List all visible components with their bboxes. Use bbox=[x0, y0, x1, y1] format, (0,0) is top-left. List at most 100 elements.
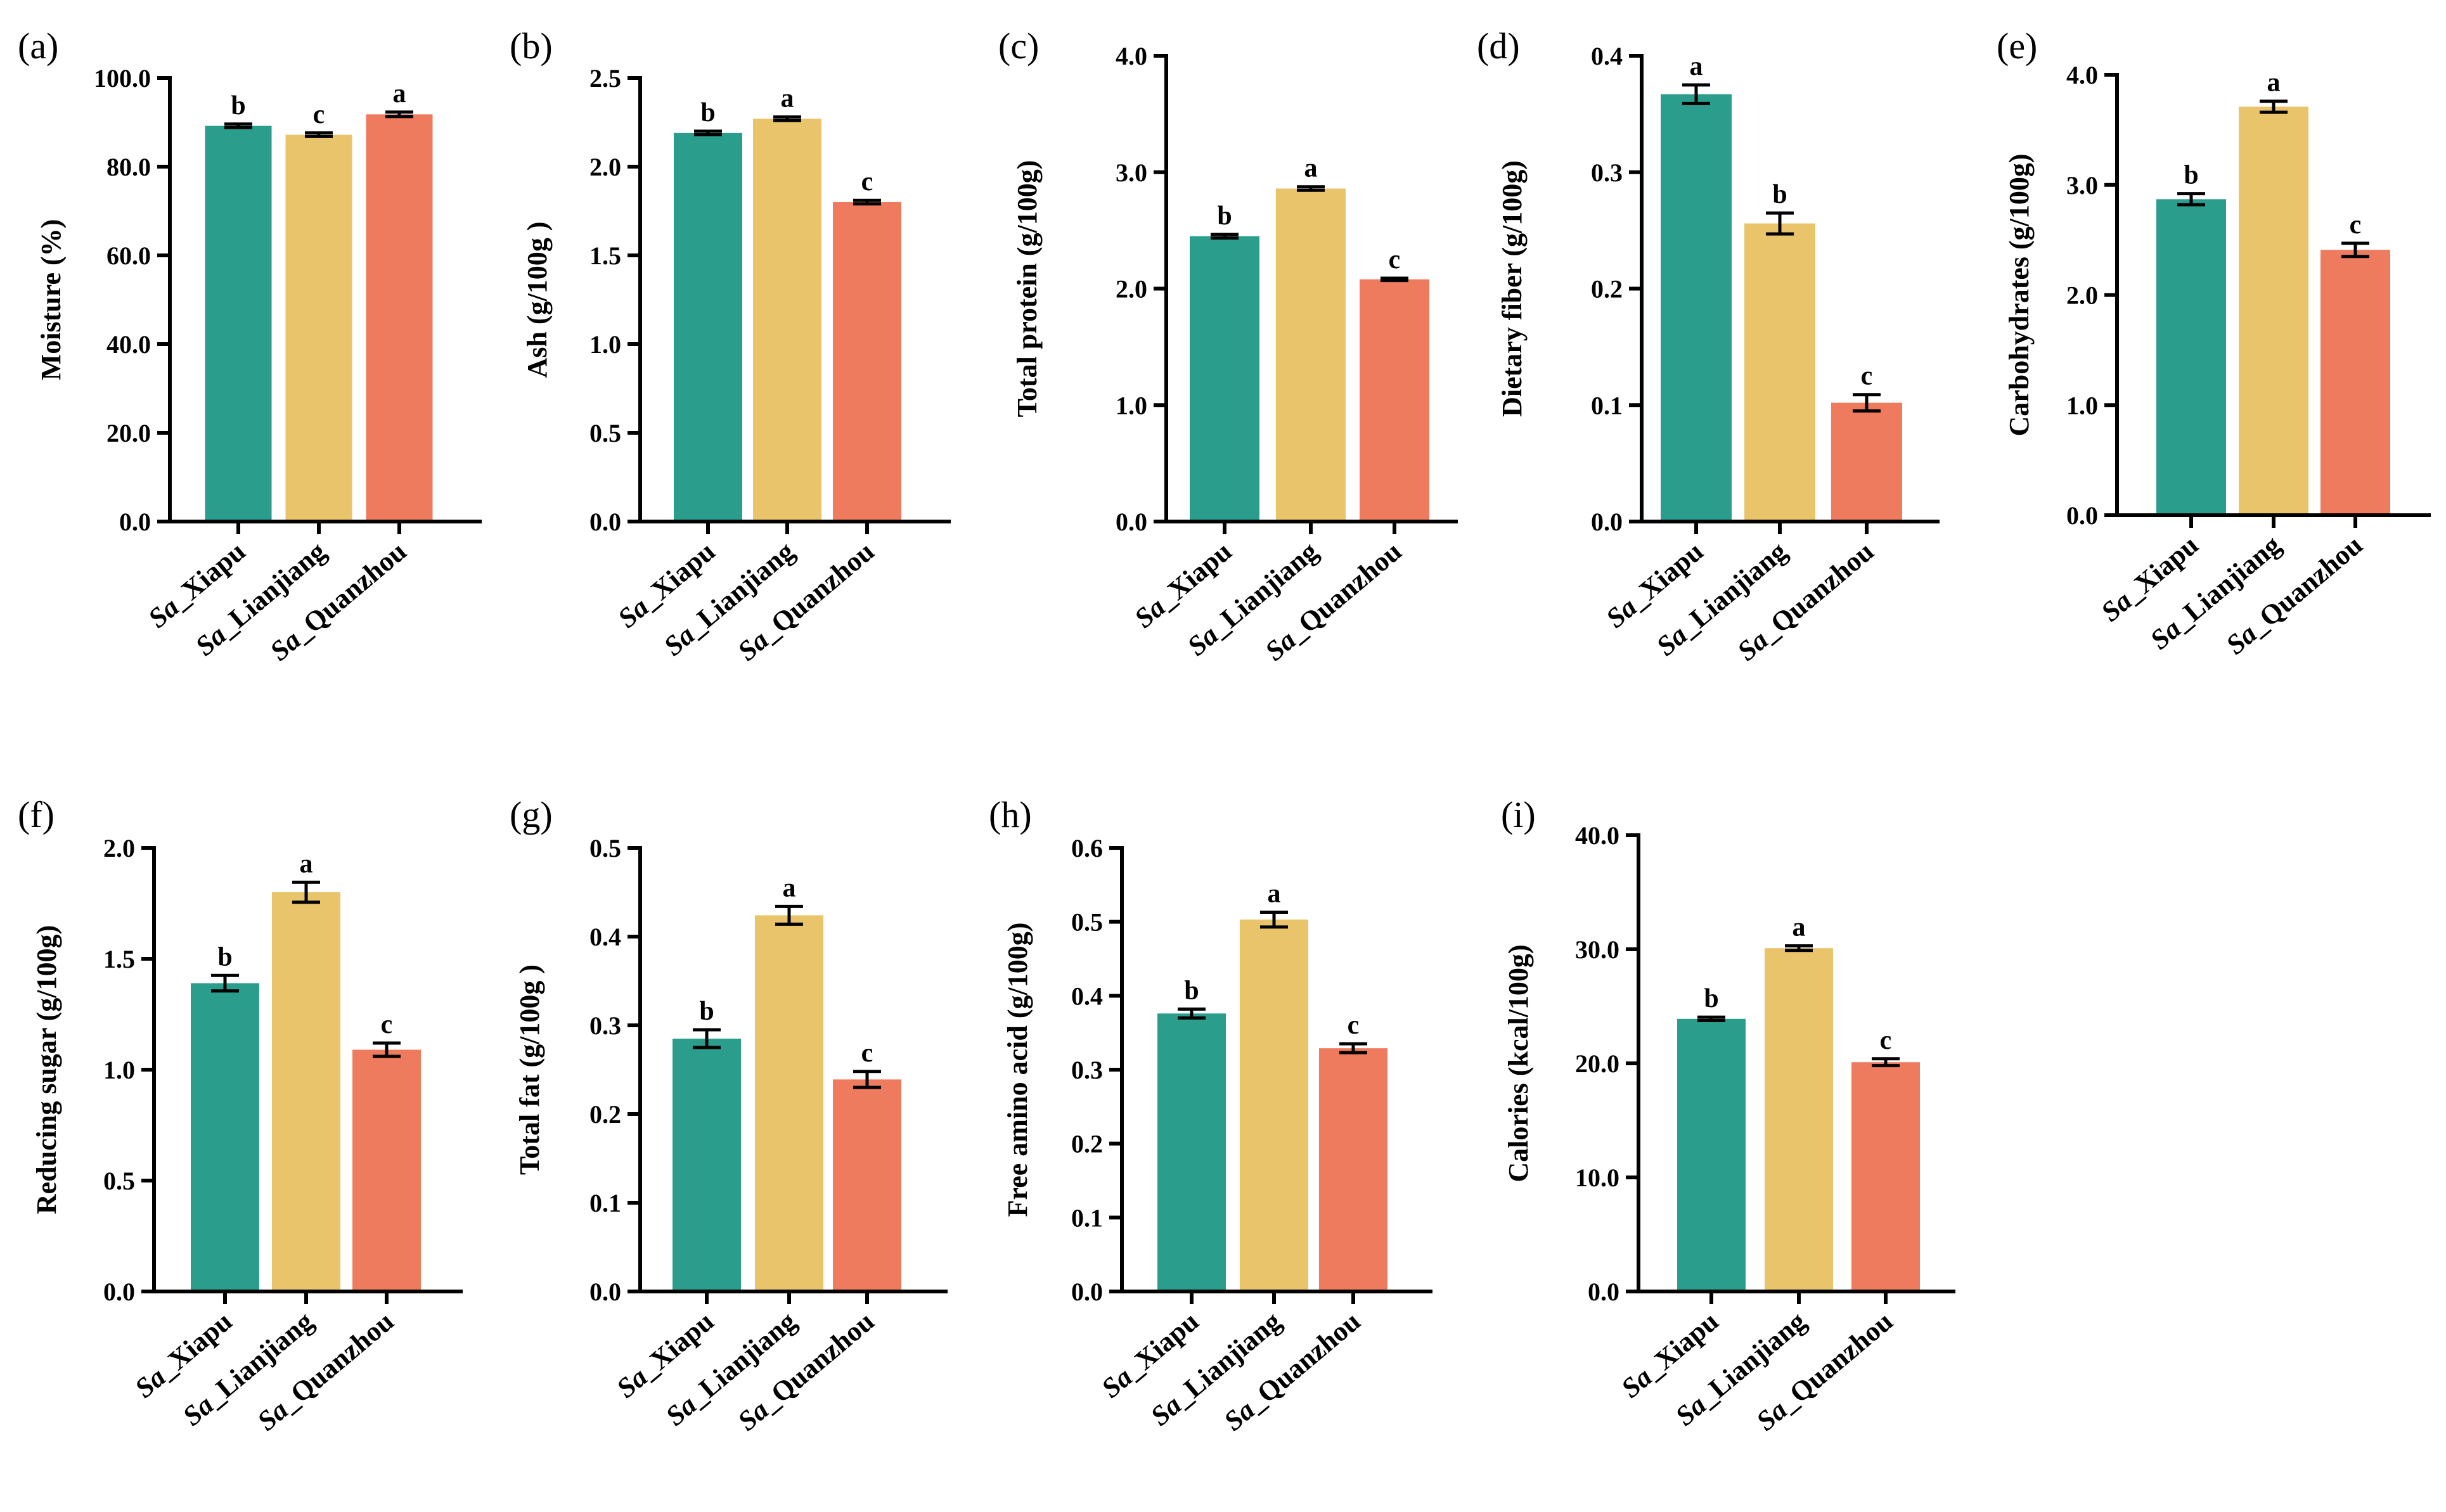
significance-letter: a bbox=[781, 84, 794, 113]
significance-letter: c bbox=[861, 167, 873, 196]
bar-Sa_Quanzhou bbox=[1319, 1048, 1387, 1291]
y-tick-label: 0.3 bbox=[1591, 158, 1623, 187]
y-tick-label: 3.0 bbox=[2066, 171, 2098, 200]
y-tick-label: 0.1 bbox=[589, 1189, 621, 1217]
x-tick-label: Sa_Quanzhou bbox=[252, 1305, 400, 1437]
significance-letter: c bbox=[1348, 1011, 1360, 1040]
y-axis-label: Total fat (g/100g ) bbox=[514, 964, 545, 1175]
significance-letter: a bbox=[783, 873, 796, 902]
error-bar bbox=[1211, 233, 1239, 240]
bar-Sa_Quanzhou bbox=[352, 1049, 421, 1291]
significance-letter: a bbox=[300, 849, 313, 878]
y-axis-label: Ash (g/100g ) bbox=[522, 222, 553, 378]
y-tick-label: 0.5 bbox=[589, 419, 621, 447]
significance-letter: c bbox=[1880, 1026, 1892, 1055]
significance-letter: a bbox=[1690, 52, 1703, 81]
y-tick-label: 20.0 bbox=[1575, 1049, 1619, 1078]
significance-letter: b bbox=[2184, 161, 2198, 190]
y-tick-label: 2.0 bbox=[2066, 281, 2098, 310]
error-bar bbox=[773, 115, 801, 122]
y-tick-label: 0.0 bbox=[1588, 1278, 1619, 1306]
x-tick-label: Sa_Quanzhou bbox=[264, 535, 413, 667]
y-tick-label: 4.0 bbox=[1116, 42, 1147, 70]
y-tick-label: 2.0 bbox=[589, 153, 621, 181]
chart-panel-9: (i)bac0.010.020.030.040.0Sa_XiapuSa_Lian… bbox=[1501, 794, 1955, 1437]
bar-Sa_Xiapu bbox=[205, 125, 272, 522]
y-tick-label: 2.0 bbox=[103, 834, 135, 862]
chart-panel-2: (b)b ac0.00.51.01.52.02.5Sa_XiapuSa_Lianj… bbox=[510, 25, 951, 667]
y-tick-label: 0.0 bbox=[2066, 501, 2098, 530]
y-axis-label: Calories (kcal/100g) bbox=[1503, 944, 1534, 1182]
y-tick-label: 1.5 bbox=[589, 241, 621, 270]
y-tick-label: 0.3 bbox=[1071, 1056, 1103, 1084]
significance-letter: c bbox=[1389, 245, 1401, 274]
error-bar bbox=[1697, 1015, 1725, 1022]
error-bar bbox=[2177, 192, 2205, 207]
bar-Sa_Lianjiang bbox=[755, 915, 823, 1291]
panel-letter: (a) bbox=[18, 25, 58, 67]
y-axis-label: Carbohydrates (g/100g) bbox=[2004, 153, 2035, 436]
significance-letter: b bbox=[1704, 984, 1718, 1013]
panel-letter: (h) bbox=[989, 794, 1032, 835]
error-bar bbox=[373, 1041, 401, 1058]
error-bar bbox=[1178, 1007, 1206, 1020]
bar-Sa_Lianjiang bbox=[1765, 948, 1833, 1291]
y-tick-label: 1.5 bbox=[103, 945, 135, 973]
y-tick-label: 0.3 bbox=[589, 1011, 621, 1040]
chart-panel-4: (d) abc0.00.10.20.30.4Sa_XiapuSa_Lianjian… bbox=[1477, 25, 1940, 667]
error-bar bbox=[1682, 83, 1710, 105]
y-tick-label: 1.0 bbox=[1116, 391, 1147, 420]
panel-letter: (i) bbox=[1501, 794, 1536, 835]
y-tick-label: 0.1 bbox=[1591, 391, 1623, 420]
bar-Sa_Lianjiang bbox=[1744, 223, 1815, 522]
y-tick-label: 30.0 bbox=[1575, 935, 1619, 964]
chart-panel-8: (h)bac0.00.10.20.30.40.50.6Sa_XiapuSa_Li… bbox=[989, 794, 1432, 1437]
y-tick-label: 0.2 bbox=[1071, 1130, 1103, 1158]
bar-Sa_Xiapu bbox=[2156, 199, 2226, 515]
y-tick-label: 1.0 bbox=[103, 1056, 135, 1084]
panel-letter: (f) bbox=[18, 794, 55, 835]
y-tick-label: 0.0 bbox=[1591, 508, 1623, 536]
significance-letter: a bbox=[2267, 68, 2281, 98]
bar-Sa_Xiapu bbox=[674, 132, 742, 522]
error-bar bbox=[1297, 185, 1325, 192]
significance-letter: c bbox=[861, 1039, 873, 1068]
y-tick-label: 1.0 bbox=[2066, 391, 2098, 420]
error-bar bbox=[1853, 393, 1881, 413]
bar-Sa_Quanzhou bbox=[1360, 279, 1429, 522]
y-tick-label: 0.4 bbox=[1591, 42, 1623, 70]
bar-Sa_Lianjiang bbox=[2239, 106, 2308, 515]
y-tick-label: 40.0 bbox=[106, 330, 151, 359]
bar-Sa_Xiapu bbox=[673, 1039, 741, 1291]
panel-letter: (d) bbox=[1477, 25, 1520, 67]
bar-Sa_Quanzhou bbox=[1831, 402, 1902, 522]
y-tick-label: 100.0 bbox=[94, 64, 151, 93]
error-bar bbox=[292, 880, 320, 904]
bar-Sa_Quanzhou bbox=[366, 114, 433, 522]
x-tick-label: Sa_Quanzhou bbox=[1218, 1305, 1367, 1437]
bar-Sa_Quanzhou bbox=[2320, 250, 2390, 515]
panel-letter: (b) bbox=[510, 25, 553, 67]
significance-letter: a bbox=[1304, 154, 1318, 183]
significance-letter: a bbox=[1793, 913, 1806, 942]
significance-letter: b bbox=[699, 997, 714, 1026]
significance-letter: c bbox=[381, 1010, 393, 1039]
y-tick-label: 0.0 bbox=[1116, 508, 1147, 536]
error-bar bbox=[2341, 241, 2369, 259]
error-bar bbox=[1872, 1057, 1900, 1068]
x-tick-label: Sa_Quanzhou bbox=[732, 535, 880, 667]
significance-letter: a bbox=[393, 79, 406, 108]
error-bar bbox=[385, 110, 413, 119]
y-tick-label: 0.6 bbox=[1071, 834, 1103, 862]
significance-letter: b bbox=[1772, 180, 1787, 209]
error-bar bbox=[305, 131, 333, 138]
y-tick-label: 0.5 bbox=[103, 1167, 135, 1195]
bar-Sa_Lianjiang bbox=[272, 892, 340, 1291]
bar-Sa_Xiapu bbox=[1661, 94, 1732, 522]
y-axis-label: Reducing sugar (g/100g) bbox=[31, 925, 62, 1214]
y-tick-label: 0.4 bbox=[589, 923, 621, 951]
chart-panel-7: (g)bac0.00.10.20.30.40.5Sa_XiapuSa_Lianj… bbox=[510, 794, 948, 1437]
y-tick-label: 0.1 bbox=[1071, 1203, 1103, 1232]
error-bar bbox=[1381, 276, 1408, 283]
